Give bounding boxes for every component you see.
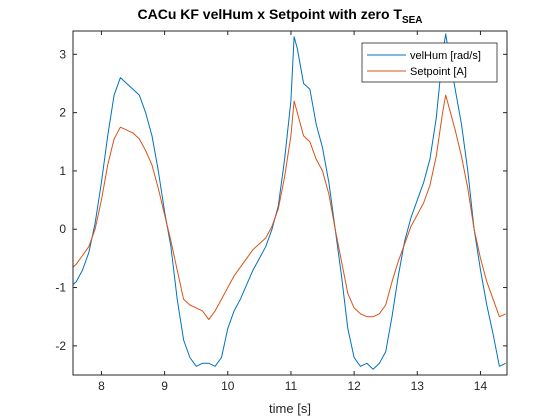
- chart-title: CACu KF velHum x Setpoint with zero TSEA: [137, 6, 422, 26]
- y-tick-label: 2: [59, 106, 66, 120]
- x-tick-label: 9: [161, 379, 168, 393]
- series-lines: [72, 33, 506, 370]
- x-tick-label: 12: [347, 379, 361, 393]
- x-axis-ticks: 8 9 10 11 12 13 14: [98, 31, 487, 393]
- y-tick-label: -2: [55, 339, 66, 353]
- x-tick-label: 11: [285, 379, 298, 393]
- series-line-setpoint: [72, 94, 506, 321]
- x-tick-label: 10: [221, 379, 235, 393]
- x-tick-label: 14: [474, 379, 488, 393]
- y-tick-label: 1: [59, 164, 66, 178]
- plot-area: [73, 31, 507, 375]
- y-tick-label: 0: [59, 222, 66, 236]
- chart-title-subscript: SEA: [402, 15, 423, 26]
- y-axis-ticks: -2 -1 0 1 2 3: [55, 47, 507, 353]
- y-tick-label: 3: [59, 47, 66, 61]
- legend: velHum [rad/s] Setpoint [A]: [361, 42, 498, 83]
- axes-box: [72, 30, 508, 376]
- x-tick-label: 8: [98, 379, 105, 393]
- series-line-velhum: [72, 33, 506, 370]
- legend-label-setpoint: Setpoint [A]: [410, 66, 467, 78]
- legend-label-velhum: velHum [rad/s]: [410, 50, 481, 62]
- y-tick-label: -1: [55, 281, 66, 295]
- legend-box: [361, 42, 498, 83]
- chart-title-main: CACu KF velHum x Setpoint with zero T: [137, 6, 402, 22]
- x-axis-label: time [s]: [269, 401, 311, 416]
- x-tick-label: 13: [411, 379, 425, 393]
